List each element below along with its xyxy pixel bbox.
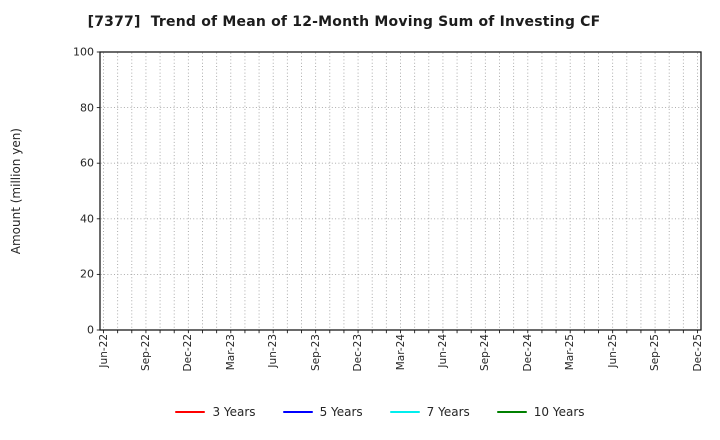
legend-item-10-years: 10 Years — [496, 405, 585, 419]
legend: 3 Years 5 Years 7 Years 10 Years — [40, 402, 720, 422]
chart-title: [7377] Trend of Mean of 12-Month Moving … — [87, 14, 601, 30]
x-tick-label: Dec-22 — [182, 334, 195, 372]
legend-line-swatch — [496, 410, 527, 414]
legend-item-7-years: 7 Years — [389, 405, 470, 419]
x-tick-label: Mar-24 — [394, 334, 407, 371]
x-tick-label: Mar-23 — [224, 334, 237, 371]
x-tick-label: Dec-24 — [521, 334, 534, 372]
x-tick-label: Jun-22 — [97, 334, 110, 368]
legend-label: 7 Years — [426, 405, 470, 419]
y-tick-label: 60 — [80, 156, 94, 170]
vertical-gridlines — [103, 52, 698, 330]
y-tick-label: 0 — [87, 323, 94, 337]
x-tick-label: Dec-23 — [351, 334, 364, 372]
y-tick-label: 20 — [80, 267, 94, 281]
plot-border — [99, 51, 702, 331]
horizontal-gridlines — [100, 107, 701, 275]
legend-line-swatch — [282, 410, 313, 414]
x-tick-label: Jun-23 — [266, 334, 279, 368]
legend-label: 10 Years — [533, 405, 585, 419]
x-tick-label: Jun-25 — [606, 334, 619, 368]
legend-label: 5 Years — [319, 405, 363, 419]
axis-tick-marks — [96, 51, 698, 334]
x-tick-label: Jun-24 — [436, 334, 449, 368]
legend-line-swatch — [389, 410, 420, 414]
legend-item-5-years: 5 Years — [282, 405, 363, 419]
x-tick-label: Sep-25 — [648, 334, 661, 371]
x-tick-label: Sep-24 — [479, 334, 492, 371]
y-tick-label: 80 — [80, 101, 94, 115]
legend-item-3-years: 3 Years — [175, 405, 256, 419]
x-tick-label: Dec-25 — [691, 334, 704, 372]
y-tick-label: 40 — [80, 212, 94, 226]
x-tick-label: Sep-22 — [139, 334, 152, 371]
y-tick-label: 100 — [73, 45, 94, 59]
legend-line-swatch — [175, 410, 206, 414]
x-tick-label: Mar-25 — [563, 334, 576, 371]
x-tick-label: Sep-23 — [309, 334, 322, 371]
legend-label: 3 Years — [212, 405, 256, 419]
